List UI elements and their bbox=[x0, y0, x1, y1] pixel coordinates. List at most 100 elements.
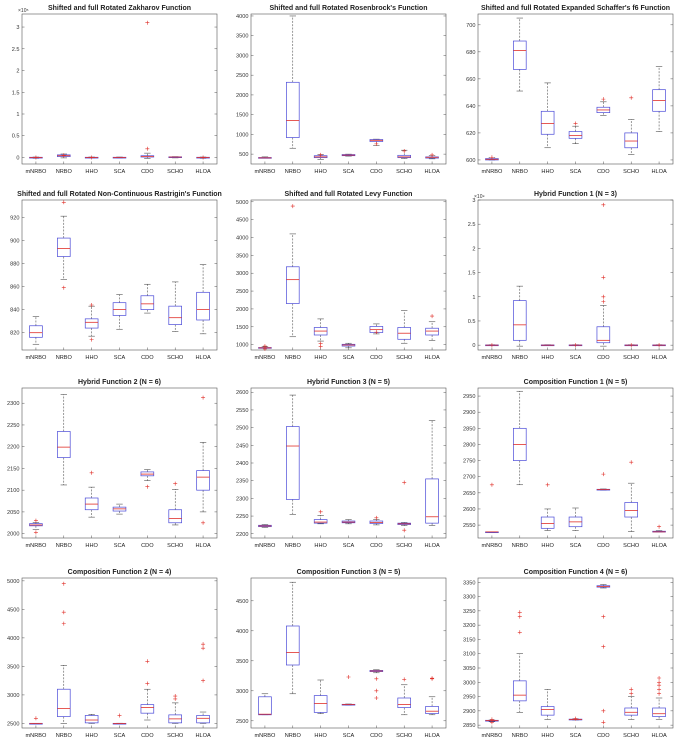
outlier-point bbox=[601, 644, 606, 649]
subplot-8: Hybrid Function 3 (N = 5) 2200 2250 2300 235… bbox=[236, 379, 447, 549]
box-hho bbox=[540, 689, 555, 720]
outlier-point bbox=[61, 285, 66, 290]
y-tick-label: 500 bbox=[239, 152, 248, 158]
box-iqr bbox=[196, 291, 210, 321]
box-sca bbox=[341, 153, 356, 157]
outlier-point bbox=[601, 202, 606, 207]
x-tick-label: HHO bbox=[314, 169, 327, 175]
box-hloa bbox=[425, 314, 439, 341]
x-tick-label: HLOA bbox=[424, 169, 440, 175]
plot-area bbox=[250, 577, 447, 729]
y-tick-label: 2.5 bbox=[468, 222, 476, 228]
x-tick-label: mNRBO bbox=[26, 733, 47, 739]
y-tick-label: 3500 bbox=[236, 34, 248, 40]
y-tick-label: 2500 bbox=[236, 289, 248, 295]
subplot-10: Composition Function 2 (N = 4) 2500 3000 35… bbox=[7, 569, 218, 739]
outlier-point bbox=[517, 610, 522, 615]
x-tick-label: CDO bbox=[141, 169, 154, 175]
outlier-point bbox=[489, 155, 494, 160]
x-tick-label: CDO bbox=[370, 169, 383, 175]
y-tick-label: 2500 bbox=[7, 721, 19, 727]
box-iqr bbox=[652, 707, 666, 717]
y-tick-label: 3500 bbox=[7, 664, 19, 670]
box-mnrbo bbox=[485, 155, 499, 161]
y-tick-label: 0.5 bbox=[12, 134, 20, 140]
box-mnrbo bbox=[485, 717, 499, 725]
plot-area bbox=[21, 387, 218, 539]
y-tick-label: 900 bbox=[10, 238, 19, 244]
box-iqr bbox=[540, 516, 555, 529]
box-hloa bbox=[652, 66, 666, 132]
x-tick-label: NRBO bbox=[56, 169, 73, 175]
outlier-point bbox=[346, 675, 351, 679]
y-tick-label: 4500 bbox=[236, 599, 248, 605]
outlier-point bbox=[318, 152, 323, 157]
box-hho bbox=[84, 470, 99, 518]
y-tick-label: 820 bbox=[10, 331, 19, 337]
outlier-point bbox=[89, 303, 94, 307]
y-tick-label: 3100 bbox=[463, 652, 475, 658]
x-tick-label: HHO bbox=[85, 543, 98, 549]
box-iqr bbox=[286, 266, 300, 304]
x-tick-label: HHO bbox=[85, 355, 98, 361]
outlier-point bbox=[201, 642, 206, 647]
outlier-point bbox=[145, 681, 150, 686]
y-tick-label: 4000 bbox=[236, 14, 248, 20]
box-sca bbox=[112, 156, 127, 159]
outlier-point bbox=[489, 717, 494, 722]
x-tick-label: CDO bbox=[370, 355, 383, 361]
y-tick-label: 3 bbox=[472, 198, 475, 204]
x-tick-label: mNRBO bbox=[255, 733, 276, 739]
box-nrbo bbox=[57, 581, 71, 724]
y-tick-label: 2500 bbox=[236, 719, 248, 725]
box-iqr bbox=[168, 305, 182, 325]
box-iqr bbox=[140, 704, 155, 714]
outlier-point bbox=[601, 299, 606, 304]
y-tick-label: 2100 bbox=[7, 488, 19, 494]
outlier-point bbox=[318, 509, 323, 514]
x-tick-label: mNRBO bbox=[482, 543, 503, 549]
y-tick-label: 660 bbox=[466, 77, 475, 83]
outlier-point bbox=[33, 716, 38, 721]
box-hloa bbox=[196, 642, 210, 724]
x-tick-label: SCA bbox=[114, 733, 126, 739]
box-mnrbo bbox=[29, 316, 43, 345]
outlier-point bbox=[629, 95, 634, 100]
x-tick-label: HLOA bbox=[424, 733, 440, 739]
chart-title: Composition Function 4 (N = 6) bbox=[524, 569, 628, 576]
box-iqr bbox=[84, 715, 99, 724]
outlier-point bbox=[573, 343, 578, 348]
box-iqr bbox=[513, 300, 527, 341]
box-iqr bbox=[286, 426, 300, 500]
box-sca bbox=[568, 343, 583, 348]
outlier-point bbox=[61, 621, 66, 626]
box-nrbo bbox=[286, 204, 300, 338]
y-tick-label: 620 bbox=[466, 131, 475, 137]
y-tick-label: 2000 bbox=[236, 307, 248, 313]
plot-area bbox=[21, 13, 218, 165]
subplot-5: Shifted and full Rotated Levy Function 10… bbox=[236, 191, 447, 361]
x-tick-label: SCHO bbox=[623, 169, 640, 175]
plot-area bbox=[477, 13, 674, 165]
x-tick-label: NRBO bbox=[285, 355, 302, 361]
x-tick-label: mNRBO bbox=[26, 543, 47, 549]
y-tick-label: 700 bbox=[466, 23, 475, 29]
x-tick-label: CDO bbox=[597, 355, 610, 361]
y-tick-label: 2400 bbox=[236, 461, 248, 467]
y-tick-label: 2950 bbox=[463, 695, 475, 701]
box-scho bbox=[168, 481, 182, 526]
box-hloa bbox=[425, 152, 439, 160]
y-tick-label: 1 bbox=[16, 112, 19, 118]
box-iqr bbox=[425, 327, 439, 336]
y-tick-label: 3250 bbox=[463, 609, 475, 615]
box-iqr bbox=[196, 470, 210, 491]
y-tick-label: 4500 bbox=[7, 607, 19, 613]
chart-title: Composition Function 3 (N = 5) bbox=[297, 569, 401, 576]
chart-title: Composition Function 2 (N = 4) bbox=[68, 569, 172, 576]
outlier-point bbox=[402, 528, 407, 533]
box-mnrbo bbox=[29, 155, 43, 160]
box-cdo bbox=[140, 659, 155, 721]
y-tick-label: 2250 bbox=[7, 423, 19, 429]
box-hho bbox=[313, 509, 328, 525]
y-tick-label: 3000 bbox=[236, 689, 248, 695]
